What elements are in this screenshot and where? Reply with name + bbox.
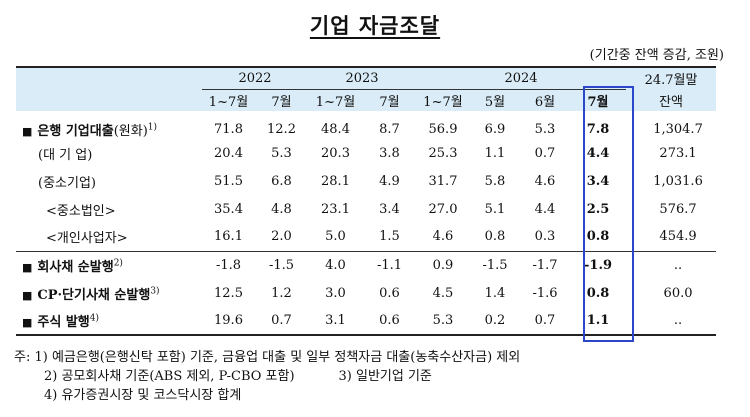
table-row: ■ 회사채 순발행2) -1.8 -1.5 4.0 -1.1 0.9 -1.5 -… [16,250,717,279]
square-bullet-icon: ■ [22,124,33,138]
table-row: <개인사업자> 16.1 2.0 5.0 1.5 4.6 0.8 0.3 0.8… [46,229,697,247]
unit-note: (기간중 잔액 증감, 조원) [589,48,724,63]
header-corner [16,67,202,89]
balance-header-1: 24.7월말 [626,67,717,89]
square-bullet-icon: ■ [22,316,33,329]
footnote-1: 주: 1) 예금은행(은행신탁 포함) 기준, 금융업 대출 및 일부 정책자금… [14,350,521,365]
table-row: (중소기업) 51.5 6.8 28.1 4.9 31.7 5.8 4.6 3.… [38,173,703,191]
table-row: (대 기 업) 20.4 5.3 20.3 3.8 25.3 1.1 0.7 4… [38,145,697,163]
sub-header: 5월 [470,89,520,111]
sub-header: 7월 [363,89,416,111]
sub-header-current: 7월 [570,89,627,111]
sub-header: 1~7월 [202,89,255,111]
sub-header: 1~7월 [416,89,470,111]
square-bullet-icon: ■ [22,288,33,302]
funding-table: 2022 2023 2024 24.7월말 1~7월 7월 1~7월 7월 1~… [16,66,717,336]
footnotes: 주: 1) 예금은행(은행신탁 포함) 기준, 금융업 대출 및 일부 정책자금… [14,348,520,405]
footnote-2-3: 2) 공모회사채 기준(ABS 제외, P-CBO 포함) 3) 일반기업 기준 [44,369,432,384]
sub-header: 7월 [255,89,308,111]
balance-header-2: 잔액 [626,89,717,111]
year-header-2022: 2022 [202,67,308,90]
table-row: <중소법인> 35.4 4.8 23.1 3.4 27.0 5.1 4.4 2.… [46,201,697,219]
header-corner-2 [16,89,202,111]
page-title: 기업 자금조달 [309,13,441,38]
footnote-4: 4) 유가증권시장 및 코스닥시장 합계 [44,388,242,403]
sub-header: 1~7월 [308,89,363,111]
square-bullet-icon: ■ [22,260,33,274]
year-header-2023: 2023 [308,67,416,90]
table-row: ■ 은행 기업대출(원화)1) 71.8 12.2 48.4 8.7 56.9 6… [22,121,703,139]
sub-header: 6월 [520,89,570,111]
year-header-2024: 2024 [416,67,627,90]
table-row: ■ 주식 발행4) 19.6 0.7 3.1 0.6 5.3 0.2 0.7 1.… [16,307,717,336]
table-row: ■ CP·단기사채 순발행3) 12.5 1.2 3.0 0.6 4.5 1.4 … [22,285,693,303]
